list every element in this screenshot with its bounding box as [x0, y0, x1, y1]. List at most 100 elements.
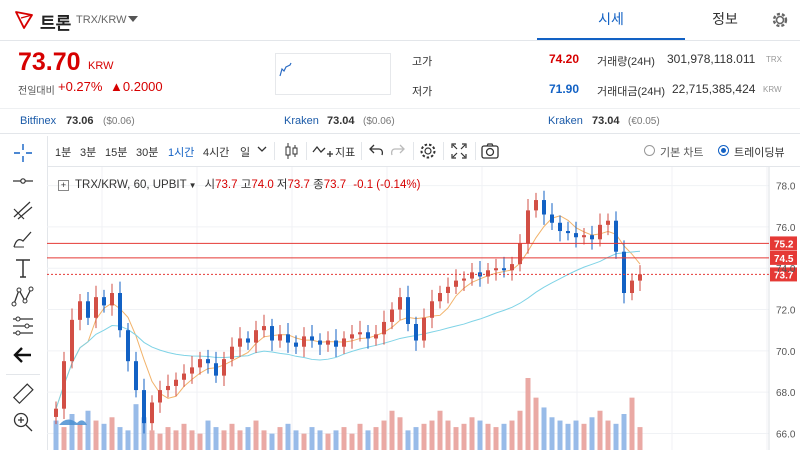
price-chart[interactable]: 75.2 74.5 73.7 78.0 76.0 74.0 72.0 70.0 68.0 66.0 [47, 167, 800, 450]
volume-bar [533, 397, 539, 450]
candle-body [630, 280, 634, 294]
indicator-label[interactable]: 지표 [335, 147, 356, 159]
toolbar-separator [413, 142, 414, 160]
legend-collapse-icon[interactable]: + [58, 180, 69, 191]
candle-body [310, 336, 314, 341]
volume-bar [453, 427, 459, 450]
trading-view-label[interactable]: 트레이딩뷰 [734, 147, 785, 159]
volume-bar [589, 417, 595, 450]
exchange-name[interactable]: Bitfinex [20, 115, 57, 127]
candle-body [78, 301, 82, 320]
volume-bar [165, 427, 171, 450]
volume-bar [429, 420, 435, 450]
camera-icon[interactable] [479, 140, 501, 162]
settings-gear-icon[interactable] [417, 140, 439, 162]
volume-bar [173, 430, 179, 450]
header: 트론 TRX/KRW 시세 정보 [0, 0, 800, 41]
volume-bar [445, 420, 451, 450]
candle-body [158, 390, 162, 403]
crosshair-icon[interactable] [10, 140, 36, 166]
pattern-tool-icon[interactable] [10, 284, 36, 310]
candle-body [342, 338, 346, 347]
back-arrow-icon[interactable] [10, 342, 36, 368]
high-label: 고가 [412, 56, 433, 68]
candle-body [246, 338, 250, 343]
candle-body [406, 297, 410, 324]
legend-symbol-chevron-icon[interactable]: ▼ [188, 181, 197, 190]
undo-icon[interactable] [365, 140, 387, 162]
volume-bar [197, 433, 203, 450]
volume-bar [509, 420, 515, 450]
legend-change: -0.1 (-0.14%) [353, 179, 421, 191]
candle-body [54, 408, 58, 417]
redo-icon[interactable] [387, 140, 409, 162]
legend-symbol[interactable]: TRX/KRW, 60, UPBIT [75, 179, 187, 191]
legend-open-label: 시 [204, 179, 216, 191]
fullscreen-icon[interactable] [448, 140, 470, 162]
price-level-label: 74.5 [774, 254, 794, 265]
candle-body [526, 210, 530, 244]
candle-body [382, 321, 386, 335]
timeframe-1m[interactable]: 1분 [55, 147, 72, 159]
candle-type-icon[interactable] [280, 140, 302, 162]
candle-body [238, 338, 242, 347]
volume-bar [333, 430, 339, 450]
candle-body [486, 270, 490, 277]
fibonacci-tool-icon[interactable] [10, 313, 36, 339]
toolbar-separator [443, 142, 444, 160]
volume-bar [413, 427, 419, 450]
candle-body [510, 264, 514, 271]
exchange-name[interactable]: Kraken [284, 115, 319, 127]
volume-bar [469, 417, 475, 450]
candle-body [638, 274, 642, 281]
indicator-icon[interactable] [311, 140, 333, 162]
volume-bar [341, 427, 347, 450]
timeframe-3m[interactable]: 3분 [80, 147, 97, 159]
candle-body [110, 293, 114, 306]
chevron-down-icon[interactable] [255, 142, 269, 156]
tab-info[interactable]: 정보 [712, 11, 738, 27]
y-tick-label: 70.0 [776, 347, 796, 358]
timeframe-30m[interactable]: 30분 [136, 147, 159, 159]
volume-bar [181, 423, 187, 450]
volume-bar [461, 423, 467, 450]
zoom-in-icon[interactable] [10, 409, 36, 435]
trend-lines-icon[interactable] [10, 197, 36, 223]
text-tool-icon[interactable] [10, 255, 36, 281]
timeframe-day[interactable]: 일 [240, 147, 251, 159]
price-level-label: 73.7 [774, 270, 794, 281]
ruler-icon[interactable] [10, 381, 36, 407]
gear-icon[interactable] [770, 10, 790, 30]
candle-body [414, 323, 418, 341]
volume-bar [565, 423, 571, 450]
volume-bar [437, 410, 443, 450]
horizontal-line-icon[interactable] [10, 168, 36, 194]
y-tick-label: 74.0 [776, 264, 796, 275]
timeframe-1h[interactable]: 1시간 [168, 147, 195, 159]
trading-view-radio[interactable] [718, 145, 729, 156]
volume-bar [213, 427, 219, 450]
timeframe-4h[interactable]: 4시간 [203, 147, 230, 159]
coin-select-chevron-icon[interactable] [128, 16, 138, 22]
volume-bar [501, 423, 507, 450]
exchange-name[interactable]: Kraken [548, 115, 583, 127]
candle-body [230, 346, 234, 360]
candle-body [70, 319, 74, 362]
brush-icon[interactable] [10, 226, 36, 252]
basic-chart-radio[interactable] [644, 145, 655, 156]
tab-quote[interactable]: 시세 [537, 0, 685, 40]
volume-bar [373, 427, 379, 450]
price-unit: KRW [88, 60, 114, 72]
candle-body [470, 272, 474, 279]
amount-unit: KRW [763, 85, 782, 94]
basic-chart-label[interactable]: 기본 차트 [660, 147, 704, 159]
tradingview-logo-icon [59, 419, 87, 425]
candle-body [222, 359, 226, 376]
candle-body [286, 334, 290, 343]
volume-unit: TRX [766, 55, 782, 64]
chart-toolbar: 1분 3분 15분 30분 1시간 4시간 일 지표 기본 차트 트레이딩뷰 [47, 136, 800, 167]
timeframe-15m[interactable]: 15분 [105, 147, 128, 159]
candle-body [542, 200, 546, 215]
volume-bar [85, 410, 91, 450]
sparkline-chart [275, 53, 391, 95]
